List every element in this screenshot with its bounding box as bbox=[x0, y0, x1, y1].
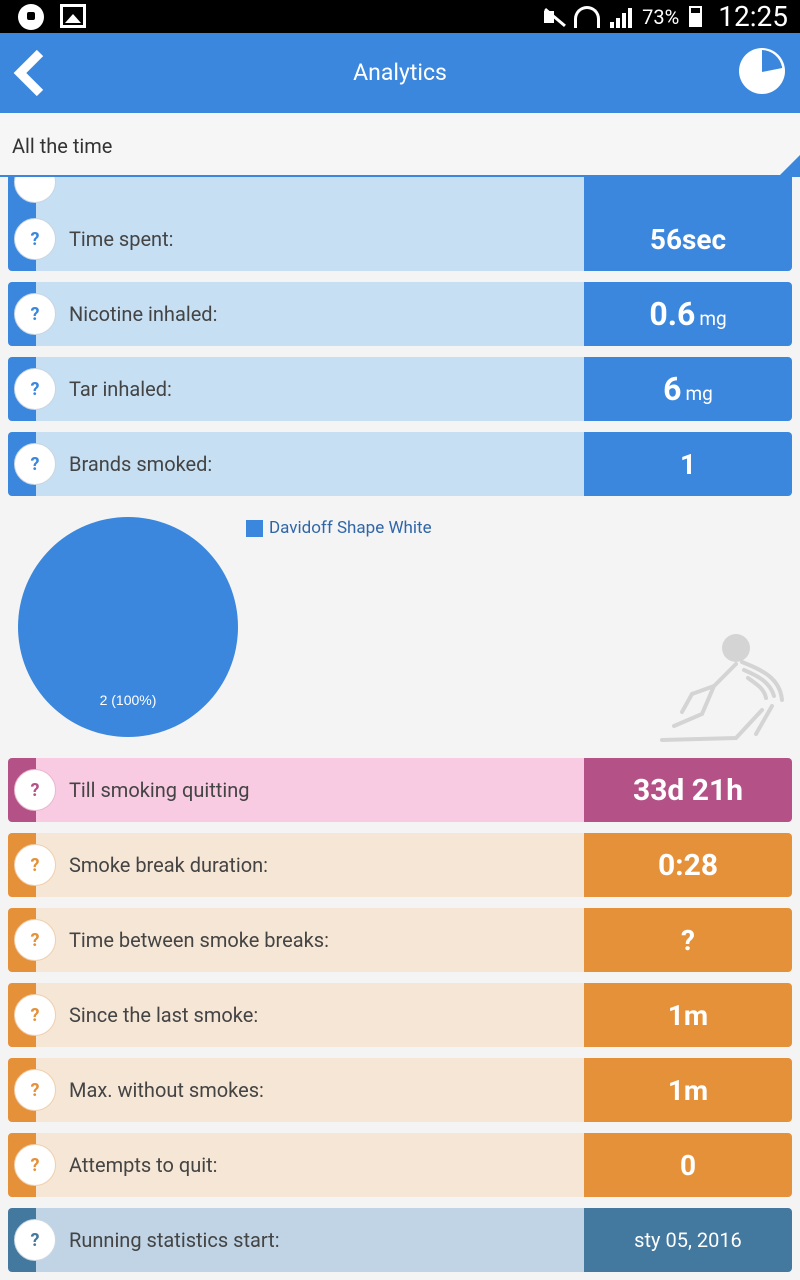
help-icon[interactable]: ? bbox=[14, 1069, 56, 1111]
stat-label: Till smoking quitting bbox=[69, 778, 250, 802]
stat-row-stats-start: ? Running statistics start: sty 05, 2016 bbox=[8, 1208, 792, 1272]
clock: 12:25 bbox=[718, 0, 788, 33]
stat-label: Max. without smokes: bbox=[69, 1078, 264, 1102]
signal-icon bbox=[610, 6, 633, 28]
legend-swatch bbox=[246, 519, 263, 537]
stat-value: 1 bbox=[679, 447, 697, 481]
stat-label: Nicotine inhaled: bbox=[69, 302, 218, 326]
stat-value: 0:28 bbox=[657, 847, 719, 883]
help-icon[interactable]: ? bbox=[14, 1219, 56, 1261]
stat-row-since-last: ? Since the last smoke: 1m bbox=[8, 983, 792, 1047]
stat-row-nicotine: ? Nicotine inhaled: 0.6 mg bbox=[8, 282, 792, 346]
pie-chart-icon[interactable] bbox=[738, 47, 786, 95]
stat-label: Tar inhaled: bbox=[69, 377, 172, 401]
period-label: All the time bbox=[12, 134, 113, 158]
gallery-icon bbox=[60, 4, 86, 28]
pie-slice[interactable] bbox=[18, 517, 238, 737]
stat-unit: mg bbox=[685, 381, 713, 405]
help-icon[interactable]: ? bbox=[14, 844, 56, 886]
help-icon[interactable]: ? bbox=[14, 293, 56, 335]
status-bar: 73% 12:25 bbox=[0, 0, 800, 33]
stat-value: 0.6 bbox=[649, 295, 696, 333]
stat-row-till-quitting: ? Till smoking quitting 33d 21h bbox=[8, 758, 792, 822]
stat-value: 56sec bbox=[649, 222, 727, 256]
help-icon[interactable]: ? bbox=[14, 994, 56, 1036]
stat-label: Since the last smoke: bbox=[69, 1003, 259, 1027]
dropdown-corner-icon[interactable] bbox=[780, 155, 800, 175]
brands-pie-chart: 2 (100%) bbox=[18, 517, 238, 737]
stat-value: 1m bbox=[667, 1073, 709, 1107]
period-selector-bg: All the time bbox=[0, 113, 800, 177]
stat-label: Time spent: bbox=[69, 227, 174, 251]
stat-label: Brands smoked: bbox=[69, 452, 213, 476]
stat-row-tar: ? Tar inhaled: 6 mg bbox=[8, 357, 792, 421]
page-title: Analytics bbox=[353, 59, 447, 86]
app-toolbar: Analytics bbox=[0, 33, 800, 113]
notification-icon bbox=[18, 4, 44, 30]
stat-value: 6 bbox=[663, 370, 682, 408]
stat-row-time-spent: ? Time spent: 56sec bbox=[8, 207, 792, 271]
stat-unit: mg bbox=[699, 306, 727, 330]
stat-value: 1m bbox=[667, 998, 709, 1032]
legend-label: Davidoff Shape White bbox=[269, 518, 432, 538]
help-icon[interactable]: ? bbox=[14, 443, 56, 485]
stat-label: Time between smoke breaks: bbox=[69, 928, 329, 952]
help-icon[interactable]: ? bbox=[14, 919, 56, 961]
skeleton-illustration bbox=[660, 634, 784, 742]
help-icon[interactable]: ? bbox=[14, 368, 56, 410]
pie-legend: Davidoff Shape White bbox=[246, 518, 432, 538]
stat-row-max-without: ? Max. without smokes: 1m bbox=[8, 1058, 792, 1122]
wifi-icon bbox=[574, 5, 601, 28]
stat-row-attempts: ? Attempts to quit: 0 bbox=[8, 1133, 792, 1197]
back-icon[interactable] bbox=[10, 49, 50, 97]
battery-percent: 73% bbox=[642, 4, 680, 29]
mute-icon bbox=[542, 6, 564, 28]
stat-label: Running statistics start: bbox=[69, 1228, 280, 1252]
stat-row-time-between: ? Time between smoke breaks: ? bbox=[8, 908, 792, 972]
help-icon[interactable]: ? bbox=[14, 1144, 56, 1186]
stat-value: 33d 21h bbox=[633, 772, 743, 808]
stat-value: 0 bbox=[679, 1148, 697, 1182]
stat-value: sty 05, 2016 bbox=[634, 1228, 742, 1252]
help-icon[interactable]: ? bbox=[14, 218, 56, 260]
help-icon[interactable]: ? bbox=[14, 769, 56, 811]
stat-label: Attempts to quit: bbox=[69, 1153, 218, 1177]
stat-label: Smoke break duration: bbox=[69, 853, 269, 877]
stat-row-break-duration: ? Smoke break duration: 0:28 bbox=[8, 833, 792, 897]
stat-value: ? bbox=[681, 923, 695, 957]
battery-icon bbox=[689, 6, 703, 27]
pie-slice-label: 2 (100%) bbox=[100, 692, 157, 708]
stat-row-brands: ? Brands smoked: 1 bbox=[8, 432, 792, 496]
